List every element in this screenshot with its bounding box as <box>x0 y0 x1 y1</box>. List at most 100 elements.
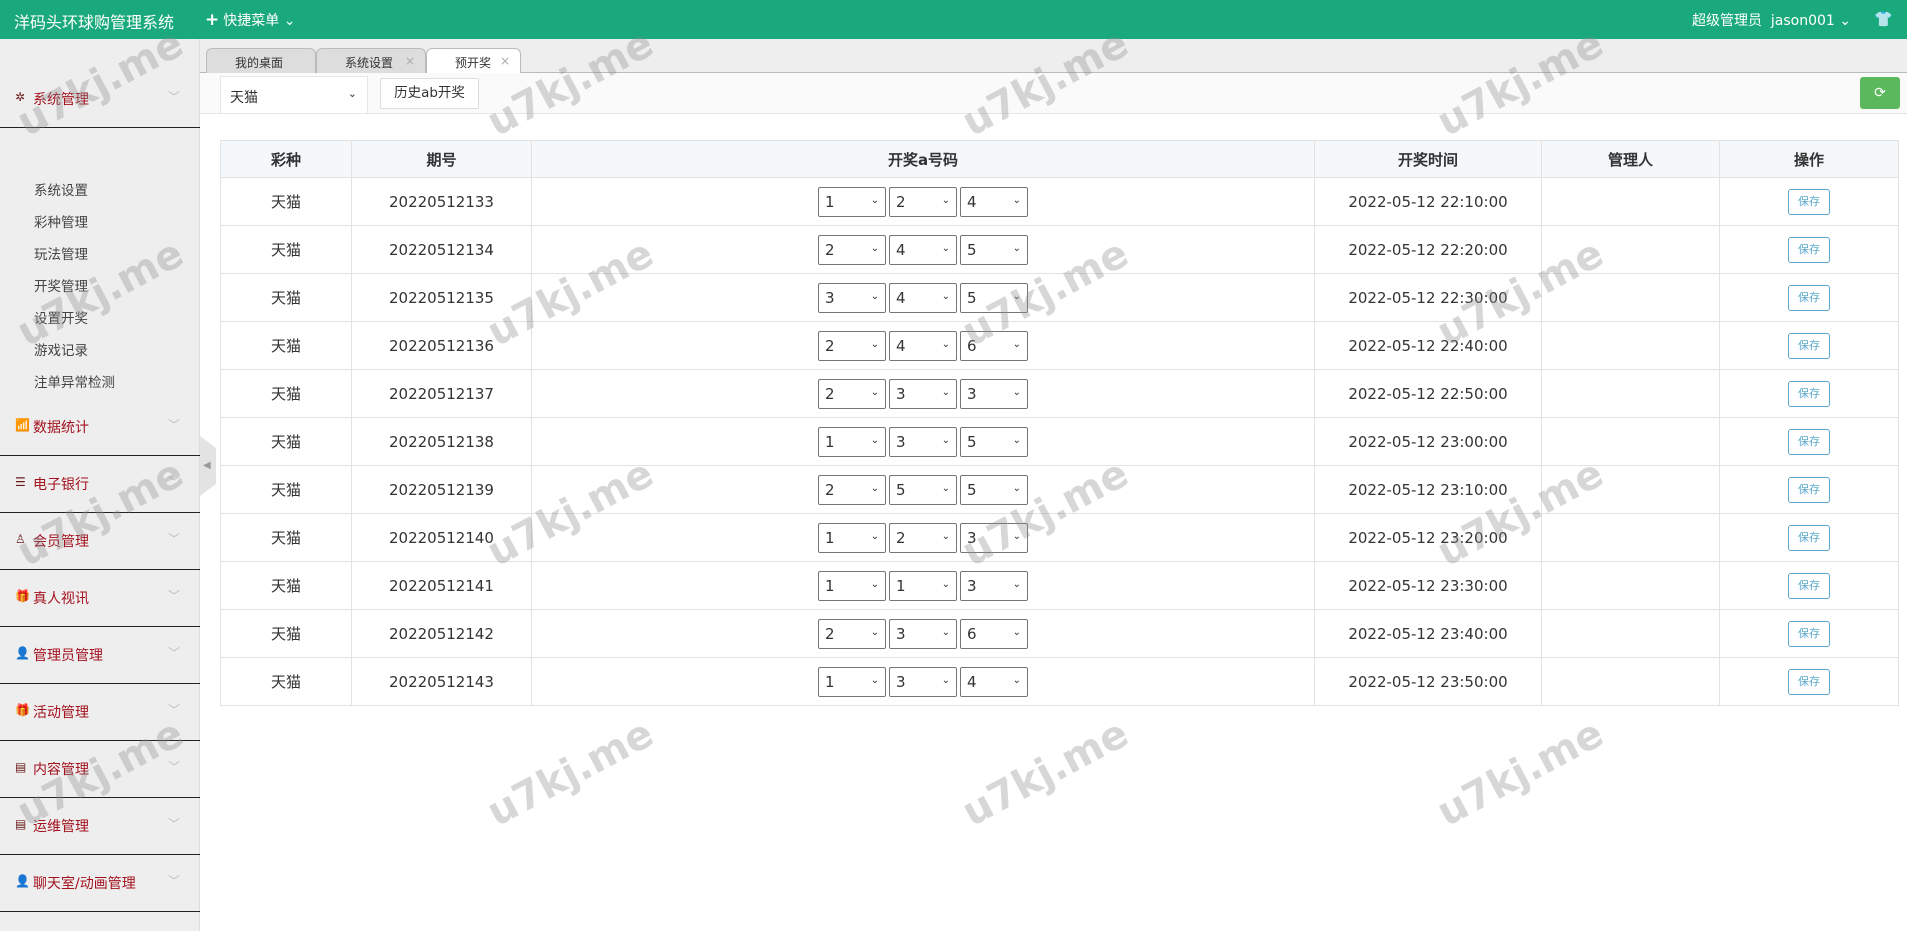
number-value: 4 <box>896 336 906 355</box>
number-select[interactable]: 1 ⌄ <box>818 666 886 697</box>
number-select[interactable]: 3 ⌄ <box>960 570 1028 601</box>
theme-shirt-icon[interactable]: 👕 <box>1874 10 1893 28</box>
sidebar-group[interactable]: 📶 数据统计 ﹀ <box>0 399 200 456</box>
sidebar-item[interactable]: 注单异常检测 <box>34 375 115 391</box>
number-select[interactable]: 4 ⌄ <box>960 186 1028 217</box>
number-select[interactable]: 3 ⌄ <box>960 378 1028 409</box>
chevron-down-icon: ⌄ <box>1012 434 1021 446</box>
number-select[interactable]: 3 ⌄ <box>889 666 957 697</box>
number-select[interactable]: 1 ⌄ <box>889 570 957 601</box>
number-select[interactable]: 4 ⌄ <box>889 234 957 265</box>
number-select[interactable]: 2 ⌄ <box>818 330 886 361</box>
refresh-button[interactable]: ⟳ <box>1860 77 1900 109</box>
number-select[interactable]: 3 ⌄ <box>818 282 886 313</box>
lottery-select-value: 天猫 <box>230 90 258 106</box>
sidebar-item[interactable]: 开奖管理 <box>34 279 88 295</box>
cell-time: 2022-05-12 22:40:00 <box>1314 321 1542 370</box>
tab-desktop[interactable]: 我的桌面 <box>206 48 316 73</box>
user-menu[interactable]: 超级管理员 jason001 ⌄ <box>1692 10 1851 30</box>
save-button[interactable]: 保存 <box>1788 380 1830 407</box>
sidebar-group-label: 电子银行 <box>33 477 89 493</box>
number-select[interactable]: 2 ⌄ <box>818 618 886 649</box>
sidebar-item[interactable]: 设置开奖 <box>34 311 88 327</box>
sidebar-group-label: 管理员管理 <box>33 648 103 664</box>
sidebar-group[interactable]: ♙ 会员管理 ﹀ <box>0 513 200 570</box>
tab-system-settings[interactable]: 系统设置 × <box>316 48 426 73</box>
sidebar-item[interactable]: 游戏记录 <box>34 343 88 359</box>
history-ab-draw-button[interactable]: 历史ab开奖 <box>380 78 479 109</box>
number-select[interactable]: 3 ⌄ <box>889 378 957 409</box>
sidebar-item[interactable]: 玩法管理 <box>34 247 88 263</box>
chevron-down-icon: ⌄ <box>1012 290 1021 302</box>
sidebar-group[interactable]: ▤ 运维管理 ﹀ <box>0 798 200 855</box>
cell-issue: 20220512142 <box>351 609 532 658</box>
cell-action: 保存 <box>1719 273 1899 322</box>
number-select[interactable]: 3 ⌄ <box>889 618 957 649</box>
save-button[interactable]: 保存 <box>1788 428 1830 455</box>
sidebar-item[interactable]: 系统设置 <box>34 183 88 199</box>
number-select[interactable]: 4 ⌄ <box>889 330 957 361</box>
save-button[interactable]: 保存 <box>1788 668 1830 695</box>
number-select[interactable]: 5 ⌄ <box>960 426 1028 457</box>
save-button[interactable]: 保存 <box>1788 572 1830 599</box>
chevron-down-icon: ﹀ <box>167 817 180 831</box>
cell-time: 2022-05-12 22:30:00 <box>1314 273 1542 322</box>
number-select[interactable]: 2 ⌄ <box>818 474 886 505</box>
book-icon: ▤ <box>15 760 27 774</box>
number-select[interactable]: 6 ⌄ <box>960 618 1028 649</box>
cell-action: 保存 <box>1719 657 1899 706</box>
close-icon[interactable]: × <box>499 54 510 68</box>
tab-pre-draw[interactable]: 预开奖 × <box>426 48 521 73</box>
save-button[interactable]: 保存 <box>1788 332 1830 359</box>
quick-menu[interactable]: + 快捷菜单 ⌄ <box>205 10 295 30</box>
number-select[interactable]: 5 ⌄ <box>889 474 957 505</box>
number-select[interactable]: 3 ⌄ <box>889 426 957 457</box>
number-select[interactable]: 5 ⌄ <box>960 474 1028 505</box>
number-select[interactable]: 1 ⌄ <box>818 186 886 217</box>
save-button[interactable]: 保存 <box>1788 476 1830 503</box>
sidebar-item[interactable]: 彩种管理 <box>34 215 88 231</box>
number-select[interactable]: 4 ⌄ <box>960 666 1028 697</box>
sidebar-group[interactable]: 👤 管理员管理 ﹀ <box>0 627 200 684</box>
table-row: 天猫 20220512143 1 ⌄ 3 ⌄ 4 ⌄ 2022-05-12 23:50:00 保存 <box>220 657 1899 706</box>
cell-issue: 20220512136 <box>351 321 532 370</box>
list-icon: ☰ <box>15 475 26 489</box>
number-select[interactable]: 6 ⌄ <box>960 330 1028 361</box>
number-select[interactable]: 2 ⌄ <box>818 234 886 265</box>
chevron-down-icon: ⌄ <box>1012 242 1021 254</box>
sidebar-group-label: 聊天室/动画管理 <box>33 876 136 892</box>
number-select[interactable]: 3 ⌄ <box>960 522 1028 553</box>
number-select[interactable]: 5 ⌄ <box>960 234 1028 265</box>
number-select[interactable]: 1 ⌄ <box>818 426 886 457</box>
sidebar-collapse-handle[interactable]: ◀ <box>200 436 216 496</box>
sidebar-group[interactable]: 🎁 活动管理 ﹀ <box>0 684 200 741</box>
save-button[interactable]: 保存 <box>1788 284 1830 311</box>
number-select[interactable]: 2 ⌄ <box>889 522 957 553</box>
number-select[interactable]: 5 ⌄ <box>960 282 1028 313</box>
number-select[interactable]: 4 ⌄ <box>889 282 957 313</box>
sidebar-group[interactable]: 🎁 真人视讯 ﹀ <box>0 570 200 627</box>
sidebar-group[interactable]: ☰ 电子银行 ﹀ <box>0 456 200 513</box>
save-button[interactable]: 保存 <box>1788 236 1830 263</box>
cell-time: 2022-05-12 23:10:00 <box>1314 465 1542 514</box>
sidebar-group-system[interactable]: ✲ 系统管理 ﹀ <box>0 71 200 128</box>
number-value: 1 <box>825 576 835 595</box>
chevron-down-icon: ⌄ <box>283 13 296 29</box>
lottery-select[interactable]: 天猫 ⌄ <box>220 76 368 114</box>
col-lottery: 彩种 <box>220 140 352 178</box>
number-value: 3 <box>896 384 906 403</box>
cell-issue: 20220512140 <box>351 513 532 562</box>
sidebar-group[interactable]: ▤ 内容管理 ﹀ <box>0 741 200 798</box>
top-bar: 洋码头环球购管理系统 + 快捷菜单 ⌄ 超级管理员 jason001 ⌄ 👕 <box>0 0 1907 39</box>
sidebar-group[interactable]: 👤 聊天室/动画管理 ﹀ <box>0 855 200 912</box>
save-button[interactable]: 保存 <box>1788 620 1830 647</box>
number-select[interactable]: 2 ⌄ <box>818 378 886 409</box>
number-select[interactable]: 1 ⌄ <box>818 570 886 601</box>
save-button[interactable]: 保存 <box>1788 524 1830 551</box>
save-button[interactable]: 保存 <box>1788 188 1830 215</box>
number-select[interactable]: 1 ⌄ <box>818 522 886 553</box>
number-select[interactable]: 2 ⌄ <box>889 186 957 217</box>
book-icon: ▤ <box>15 817 27 831</box>
number-value: 2 <box>896 528 906 547</box>
close-icon[interactable]: × <box>404 54 415 68</box>
